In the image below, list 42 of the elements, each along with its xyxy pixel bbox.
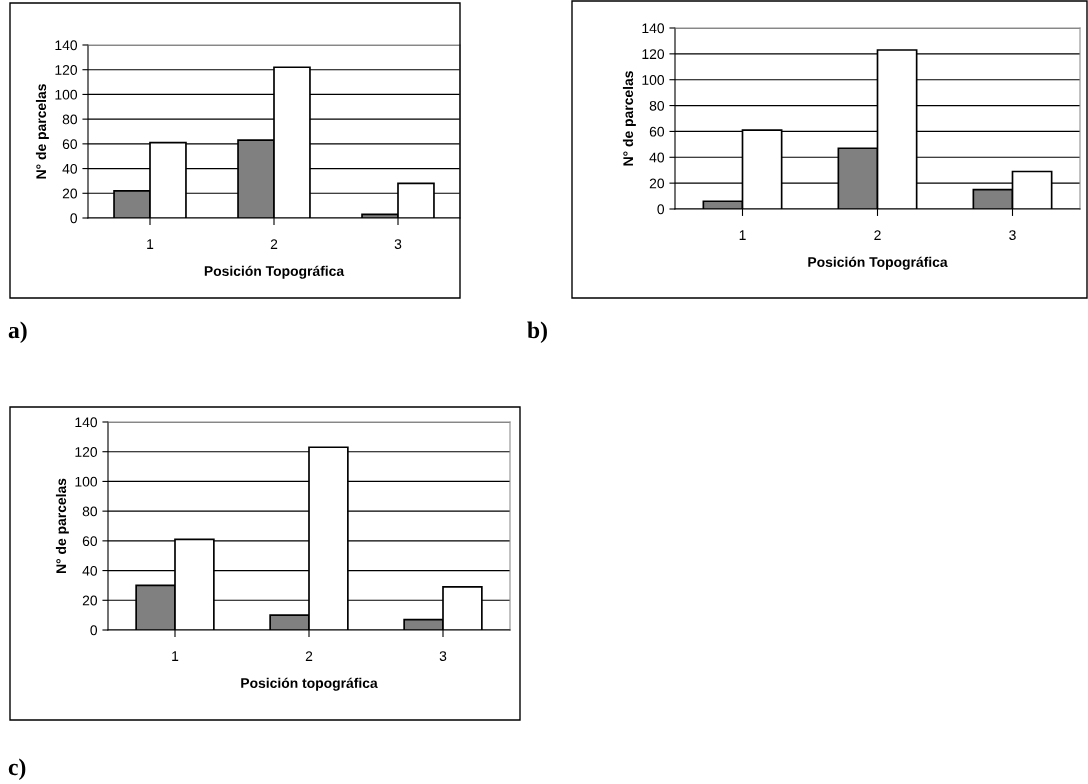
y-axis-title: N° de parcelas bbox=[55, 478, 69, 574]
x-tick-label: 3 bbox=[439, 651, 447, 662]
y-tick-label: 20 bbox=[82, 595, 98, 606]
x-tick-label: 1 bbox=[172, 651, 179, 661]
y-tick-label: 20 bbox=[649, 178, 665, 189]
x-axis-title: Posición Topográfica bbox=[808, 256, 948, 270]
y-tick-label: 20 bbox=[62, 188, 78, 199]
y-tick-label: 120 bbox=[55, 65, 78, 75]
y-axis-title: N° de parcelas bbox=[35, 84, 49, 179]
text: b) bbox=[527, 321, 547, 344]
y-tick-label: 120 bbox=[642, 49, 665, 60]
y-tick-label: 140 bbox=[642, 23, 665, 34]
y-tick-label: 0 bbox=[90, 625, 98, 636]
x-tick-label: 2 bbox=[305, 651, 313, 661]
x-tick-label: 3 bbox=[1009, 230, 1016, 241]
x-tick-label: 3 bbox=[394, 239, 402, 250]
y-tick-label: 100 bbox=[55, 89, 78, 100]
x-tick-label: 2 bbox=[270, 239, 278, 249]
x-axis-title: Posición Topográfica bbox=[204, 265, 345, 279]
y-tick-label: 60 bbox=[82, 536, 98, 547]
y-tick-label: 40 bbox=[62, 163, 78, 174]
y-tick-label: 40 bbox=[82, 565, 98, 576]
text: a) bbox=[8, 321, 27, 344]
x-tick-label: 1 bbox=[147, 239, 154, 249]
text: c) bbox=[8, 758, 26, 781]
y-tick-label: 0 bbox=[657, 204, 665, 215]
y-tick-label: 60 bbox=[649, 126, 665, 137]
y-tick-label: 60 bbox=[62, 139, 78, 150]
x-tick-label: 2 bbox=[874, 230, 881, 240]
x-axis-title: Posición topográfica bbox=[241, 677, 378, 691]
y-tick-label: 140 bbox=[75, 417, 98, 428]
y-tick-label: 80 bbox=[82, 506, 98, 517]
y-tick-label: 40 bbox=[649, 152, 665, 163]
y-tick-label: 100 bbox=[75, 476, 98, 487]
y-tick-label: 100 bbox=[642, 75, 665, 85]
x-tick-label: 1 bbox=[739, 230, 746, 240]
y-tick-label: 80 bbox=[649, 100, 665, 111]
y-tick-label: 120 bbox=[75, 447, 98, 457]
y-tick-label: 80 bbox=[62, 114, 78, 125]
y-tick-label: 140 bbox=[55, 40, 78, 51]
y-axis-title: N° de parcelas bbox=[622, 71, 636, 166]
y-tick-label: 0 bbox=[70, 213, 78, 224]
